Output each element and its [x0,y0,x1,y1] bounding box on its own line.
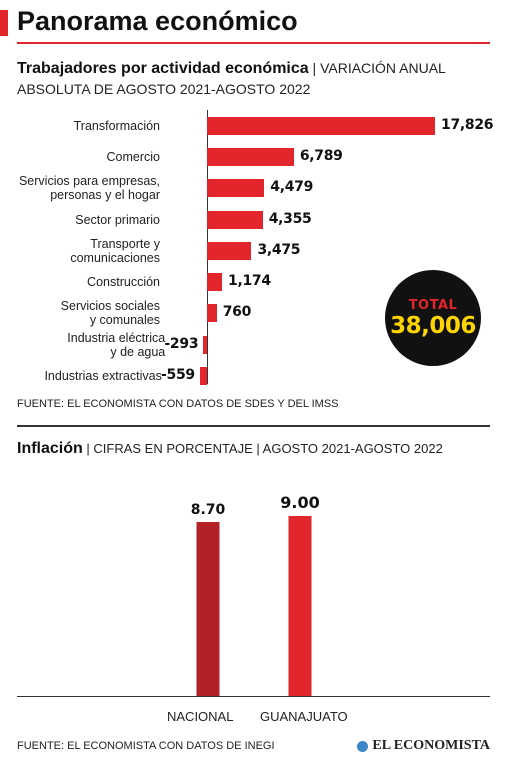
workers-value-label: 4,355 [268,210,312,227]
workers-bar [207,116,435,135]
brand-logo: EL ECONOMISTA [357,738,490,754]
inflation-bar [196,522,220,696]
inflation-category-label: GUANAJUATO [260,709,348,724]
section1-title: Trabajadores por actividad económica | V… [17,58,487,99]
title-divider [17,42,490,44]
inflation-category-label: NACIONAL [167,709,234,724]
section-divider [17,425,490,427]
workers-value-label: 6,789 [299,147,343,164]
section1-title-strong: Trabajadores por actividad económica [17,60,309,77]
workers-value-label: -293 [164,335,199,352]
workers-value-label: 1,174 [228,272,271,289]
section2-title-strong: Inflación [17,440,83,457]
workers-bar [207,272,223,291]
header-accent-mark [0,10,8,36]
section2-source: FUENTE: EL ECONOMISTA CON DATOS DE INEGI [17,740,275,752]
inflation-bar [288,516,312,696]
workers-bar [203,335,207,354]
section1-title-rest: | VARIACIÓN ANUAL ABSOLUTA DE AGOSTO 202… [17,60,446,97]
workers-category-label: Comercio [106,149,161,164]
page-title: Panorama económico [17,6,298,36]
workers-bar [207,210,263,229]
workers-bar [207,241,252,260]
section1-source: FUENTE: EL ECONOMISTA CON DATOS DE SDES … [17,398,339,410]
inflation-chart: 8.70 9.00 [191,493,320,696]
workers-category-label: Industria eléctrica y de agua [67,330,166,359]
total-badge: TOTAL 38,006 [385,270,481,366]
workers-value-label: 4,479 [270,178,314,195]
workers-bar [207,303,217,322]
workers-value-label: 760 [222,303,252,320]
total-value: 38,006 [390,312,476,339]
el-economista-logo-icon [357,740,369,752]
inflation-value-label: 9.00 [280,493,319,512]
workers-bar [207,147,294,166]
inflation-chart-baseline [17,696,490,697]
workers-value-label: -559 [161,366,195,383]
workers-bar [207,178,265,197]
workers-bar [199,366,207,385]
brand-name: EL ECONOMISTA [372,738,490,753]
section2-title: Inflación | CIFRAS EN PORCENTAJE | AGOST… [17,440,443,458]
inflation-value-label: 8.70 [191,502,226,518]
total-label: TOTAL [408,297,458,313]
workers-category-label: Transformación [73,118,160,133]
workers-category-label: Servicios para empresas, personas y el h… [18,173,160,202]
workers-value-label: 3,475 [257,241,301,258]
workers-category-label: Sector primario [75,212,160,227]
workers-value-label: 17,826 [441,116,494,133]
workers-category-label: Industrias extractivas [44,368,162,383]
workers-category-label: Construcción [87,274,160,289]
workers-category-label: Transporte y comunicaciones [70,236,160,265]
section2-title-rest: | CIFRAS EN PORCENTAJE | AGOSTO 2021-AGO… [82,441,443,456]
workers-category-label: Servicios sociales y comunales [60,298,160,327]
